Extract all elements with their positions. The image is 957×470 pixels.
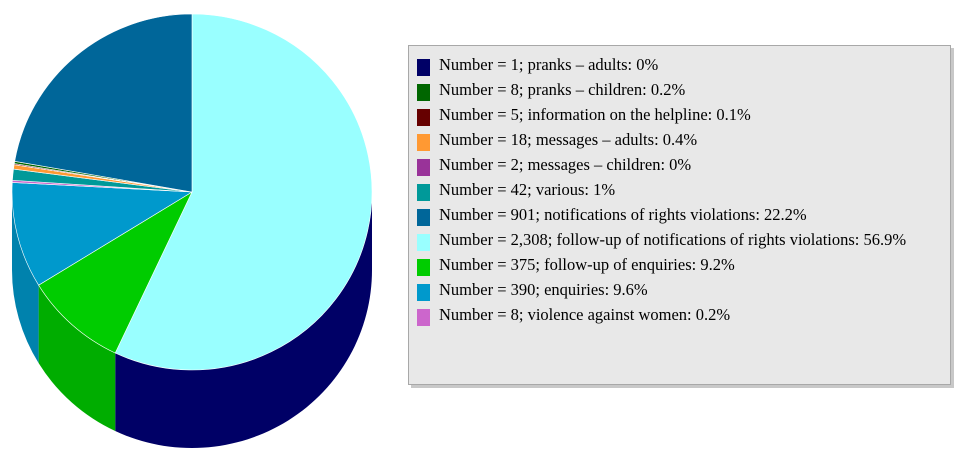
legend-item: Number = 2; messages – children: 0%: [417, 156, 950, 176]
pie-chart: [0, 0, 400, 465]
legend-swatch: [417, 59, 430, 76]
legend-label: Number = 2; messages – children: 0%: [439, 155, 692, 174]
legend-swatch: [417, 109, 430, 126]
pie-slice: [38, 191, 193, 354]
legend-swatch: [417, 84, 430, 101]
legend-item: Number = 2,308; follow-up of notificatio…: [417, 231, 950, 251]
legend-swatch: [417, 184, 430, 201]
legend-item: Number = 375; follow-up of enquiries: 9.…: [417, 256, 950, 276]
legend-swatch: [417, 259, 430, 276]
legend-item: Number = 8; pranks – children: 0.2%: [417, 81, 950, 101]
pie-slice-side: [12, 192, 39, 364]
legend-item: Number = 5; information on the helpline:…: [417, 106, 950, 126]
legend-label: Number = 8; pranks – children: 0.2%: [439, 80, 686, 99]
legend-swatch: [417, 284, 430, 301]
legend-item: Number = 1; pranks – adults: 0%: [417, 56, 950, 76]
legend-label: Number = 18; messages – adults: 0.4%: [439, 130, 698, 149]
pie-slice: [14, 13, 193, 193]
legend-swatch: [417, 159, 430, 176]
legend-label: Number = 1; pranks – adults: 0%: [439, 55, 659, 74]
legend-label: Number = 8; violence against women: 0.2%: [439, 305, 731, 324]
legend-item: Number = 18; messages – adults: 0.4%: [417, 131, 950, 151]
legend-label: Number = 5; information on the helpline:…: [439, 105, 751, 124]
pie-slice-side: [115, 192, 373, 448]
legend-swatch: [417, 134, 430, 151]
legend-label: Number = 375; follow-up of enquiries: 9.…: [439, 255, 735, 274]
legend-item: Number = 8; violence against women: 0.2%: [417, 306, 950, 326]
legend-swatch: [417, 209, 430, 226]
pie-chart-svg: [11, 13, 373, 448]
pie-slice: [114, 13, 373, 371]
legend-swatch: [417, 234, 430, 251]
legend-label: Number = 901; notifications of rights vi…: [439, 205, 807, 224]
legend-label: Number = 42; various: 1%: [439, 180, 616, 199]
legend-item: Number = 42; various: 1%: [417, 181, 950, 201]
legend-swatch: [417, 309, 430, 326]
legend-item: Number = 901; notifications of rights vi…: [417, 206, 950, 226]
legend-label: Number = 390; enquiries: 9.6%: [439, 280, 648, 299]
pie-slice: [11, 182, 193, 286]
legend-item: Number = 390; enquiries: 9.6%: [417, 281, 950, 301]
legend-label: Number = 2,308; follow-up of notificatio…: [439, 230, 907, 249]
chart-legend: Number = 1; pranks – adults: 0% Number = …: [408, 45, 951, 385]
pie-slice-side: [38, 285, 116, 431]
